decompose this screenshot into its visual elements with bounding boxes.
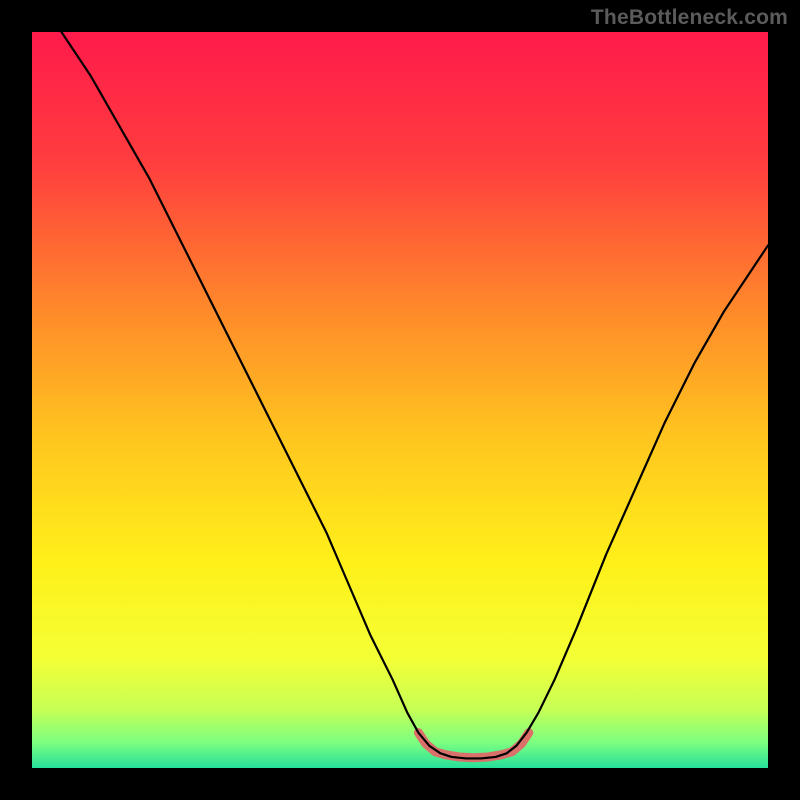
chart-frame: TheBottleneck.com [0, 0, 800, 800]
watermark-text: TheBottleneck.com [591, 6, 788, 30]
plot-background [32, 32, 768, 768]
bottleneck-chart [32, 32, 768, 768]
